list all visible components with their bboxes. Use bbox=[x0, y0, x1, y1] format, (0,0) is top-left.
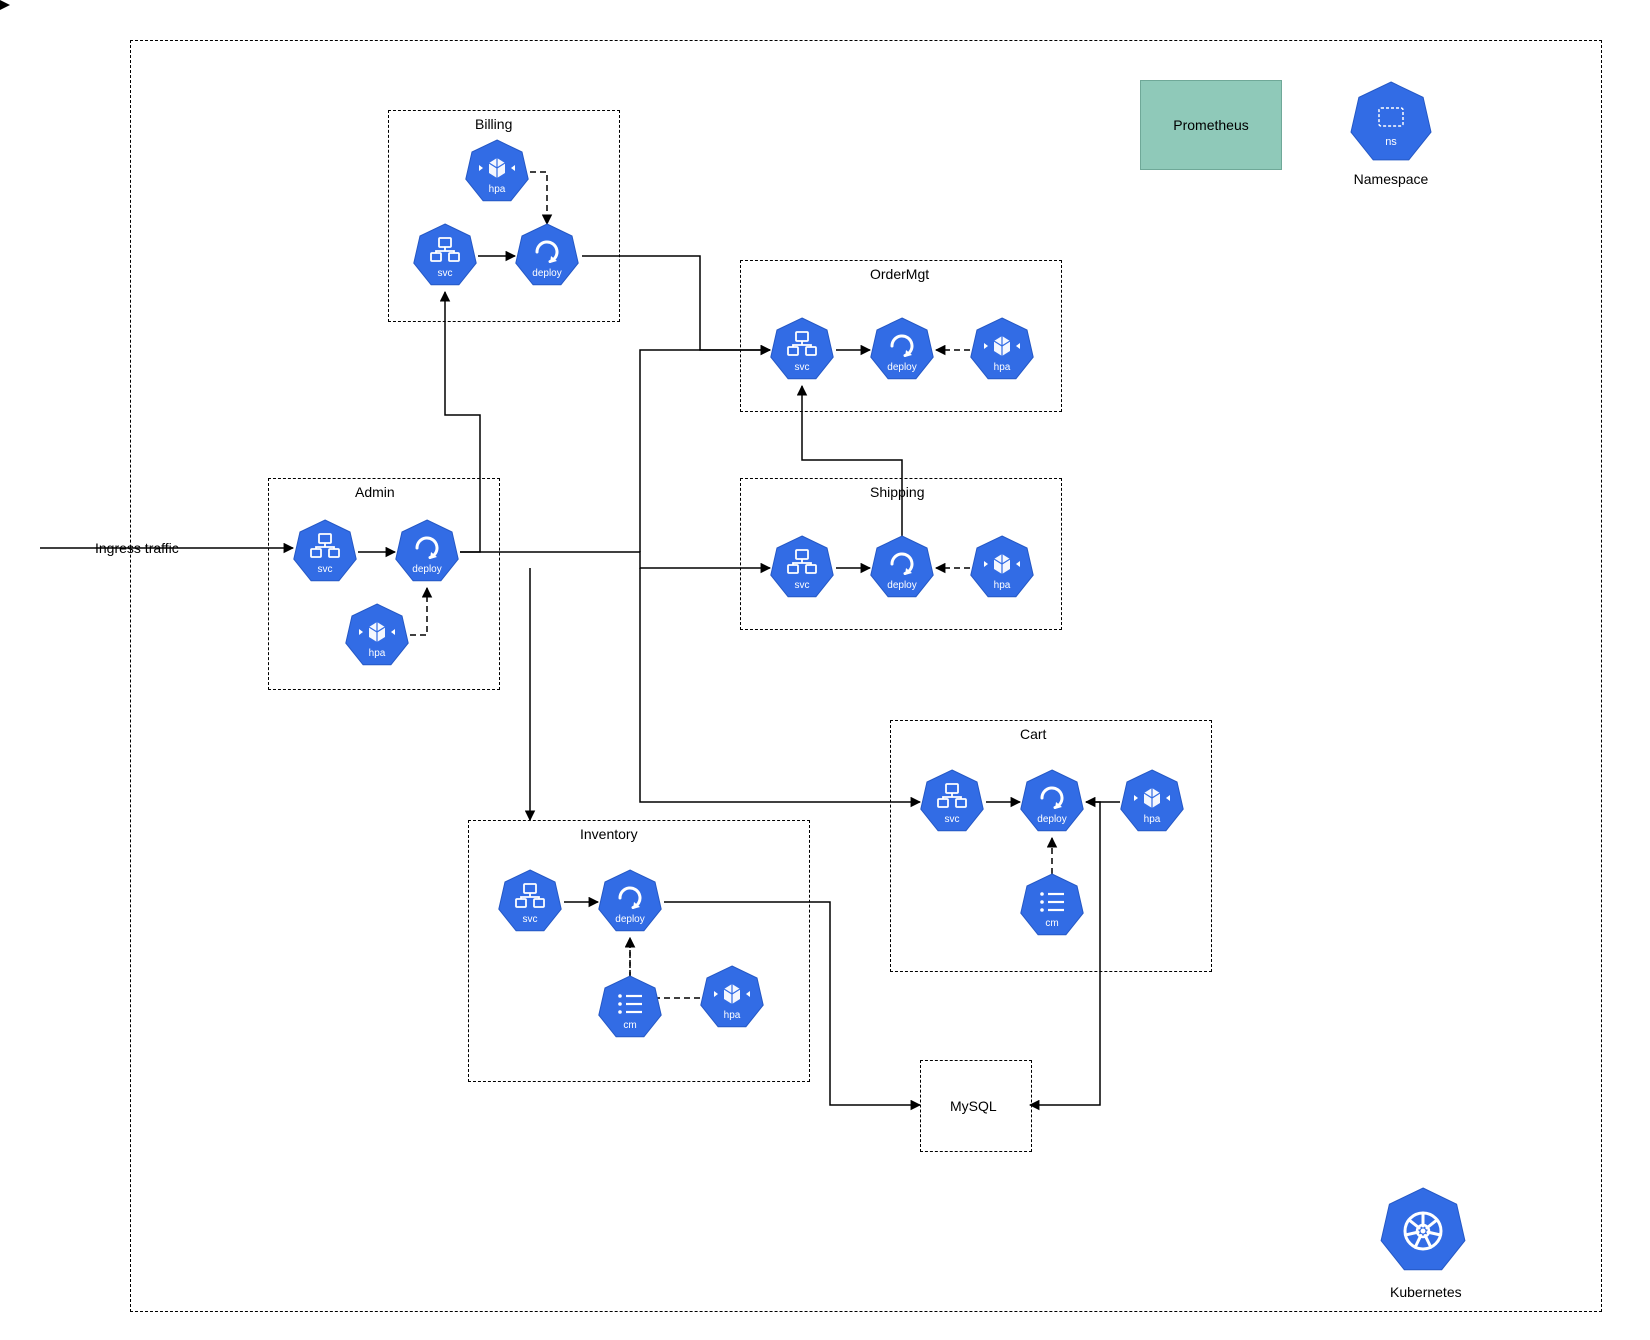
ordermgt-title: OrderMgt bbox=[870, 266, 929, 282]
inventory-title: Inventory bbox=[580, 826, 638, 842]
prometheus-label: Prometheus bbox=[1173, 117, 1248, 133]
inventory-namespace-box bbox=[468, 820, 810, 1082]
admin-namespace-box bbox=[268, 478, 500, 690]
kubernetes-label: Kubernetes bbox=[1390, 1284, 1462, 1300]
billing-title: Billing bbox=[475, 116, 512, 132]
admin-title: Admin bbox=[355, 484, 395, 500]
ordermgt-namespace-box bbox=[740, 260, 1062, 412]
ingress-traffic-label: Ingress traffic bbox=[95, 540, 179, 556]
billing-namespace-box bbox=[388, 110, 620, 322]
cart-title: Cart bbox=[1020, 726, 1046, 742]
shipping-namespace-box bbox=[740, 478, 1062, 630]
cart-namespace-box bbox=[890, 720, 1212, 972]
prometheus-box: Prometheus bbox=[1140, 80, 1282, 170]
mysql-title: MySQL bbox=[950, 1098, 997, 1114]
shipping-title: Shipping bbox=[870, 484, 925, 500]
